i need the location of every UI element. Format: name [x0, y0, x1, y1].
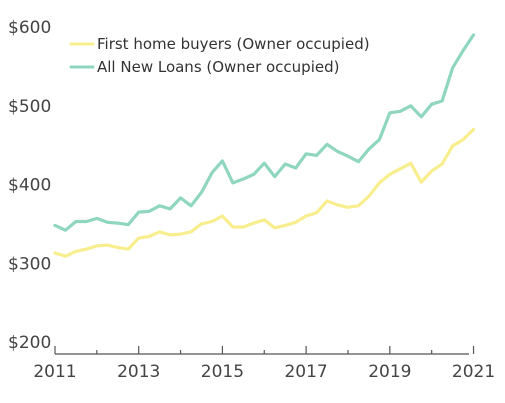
x-tick-label: 2013 — [117, 362, 160, 382]
x-tick-label: 2019 — [368, 362, 411, 382]
y-axis: $200 $300 $400 $500 $600 — [8, 18, 51, 353]
series-line-all-new-loans — [53, 33, 476, 232]
legend-label-first-home-buyers: First home buyers (Owner occupied) — [97, 35, 370, 53]
x-tick-label: 2021 — [452, 362, 495, 382]
series-line-first-home-buyers — [53, 127, 476, 258]
y-tick-label: $400 — [8, 176, 51, 196]
y-tick-label: $500 — [8, 97, 51, 117]
y-tick-label: $200 — [8, 333, 51, 353]
x-tick-label: 2017 — [284, 362, 327, 382]
y-tick-label: $600 — [8, 18, 51, 38]
x-tick-label: 2011 — [33, 362, 76, 382]
x-tick-label: 2015 — [201, 362, 244, 382]
legend: First home buyers (Owner occupied) All N… — [69, 35, 370, 76]
legend-label-all-new-loans: All New Loans (Owner occupied) — [97, 58, 339, 76]
y-tick-label: $300 — [8, 254, 51, 274]
series-layer — [53, 33, 476, 258]
x-axis: 2011 2013 2015 2017 2019 2021 — [33, 346, 495, 382]
